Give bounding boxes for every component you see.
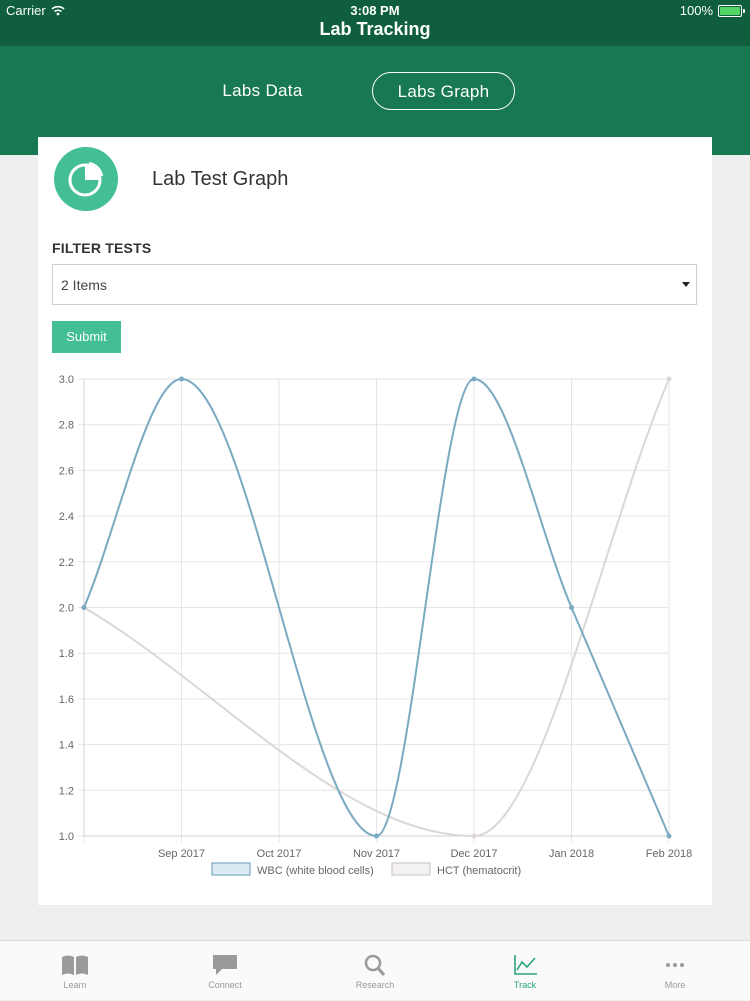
- tab-label: Track: [513, 980, 537, 990]
- tab-label: Connect: [208, 980, 242, 990]
- x-tick-label: Nov 2017: [353, 848, 400, 860]
- tab-research[interactable]: Research: [320, 941, 430, 1001]
- card-title: Lab Test Graph: [152, 168, 289, 190]
- filter-tests-select[interactable]: 2 Items: [52, 264, 697, 305]
- tab-learn[interactable]: Learn: [20, 941, 130, 1001]
- y-tick-label: 2.2: [59, 557, 74, 569]
- tab-label: Learn: [63, 980, 87, 990]
- y-tick-label: 1.4: [59, 740, 74, 752]
- tab-connect[interactable]: Connect: [170, 941, 280, 1001]
- y-tick-label: 2.0: [59, 603, 74, 615]
- legend-label: HCT (hematocrit): [437, 865, 521, 877]
- y-tick-label: 2.8: [59, 420, 74, 432]
- status-time: 3:08 PM: [350, 3, 400, 18]
- y-tick-label: 3.0: [59, 374, 74, 386]
- segment-labs-graph[interactable]: Labs Graph: [372, 72, 515, 110]
- tab-bar: Learn Connect Research Track More: [0, 940, 750, 1000]
- y-tick-label: 1.0: [59, 831, 74, 843]
- segment-labs-data[interactable]: Labs Data: [222, 81, 303, 100]
- y-tick-label: 2.4: [59, 511, 74, 523]
- status-battery: 100%: [679, 3, 745, 18]
- legend-wbc: WBC (white blood cells): [211, 862, 374, 877]
- chat-bubble-icon: [213, 955, 237, 975]
- legend-swatch: [211, 862, 251, 876]
- tab-track[interactable]: Track: [470, 941, 580, 1001]
- battery-icon: [718, 4, 745, 17]
- x-tick-label: Jan 2018: [549, 848, 594, 860]
- wbc-series-point: [471, 376, 477, 382]
- legend-label: WBC (white blood cells): [257, 865, 374, 877]
- more-dots-icon: [666, 963, 684, 967]
- filter-tests-label: FILTER TESTS: [52, 240, 152, 256]
- wbc-series-point: [569, 605, 574, 610]
- caret-down-icon: [682, 282, 690, 287]
- legend-hct: HCT (hematocrit): [391, 862, 521, 877]
- tab-label: Research: [355, 980, 395, 990]
- x-tick-label: Dec 2017: [450, 848, 497, 860]
- lab-graph-card: Lab Test Graph FILTER TESTS 2 Items Subm…: [38, 137, 712, 905]
- tab-more[interactable]: More: [620, 941, 730, 1001]
- y-tick-label: 1.6: [59, 694, 74, 706]
- book-icon: [62, 955, 88, 975]
- segmented-control: Labs Data Labs Graph: [0, 72, 750, 112]
- lab-line-chart: 3.0 2.8 2.6 2.4 2.2 2.0 1.8 1.6 1.4 1.2 1.0 Sep 201…: [59, 374, 693, 877]
- nav-title: Lab Tracking: [319, 19, 431, 39]
- y-tick-label: 1.2: [59, 785, 74, 797]
- y-tick-label: 2.6: [59, 465, 74, 477]
- carrier-label: Carrier: [6, 3, 46, 18]
- battery-percent: 100%: [679, 3, 713, 18]
- x-tick-label: Sep 2017: [158, 848, 205, 860]
- filter-selected-value: 2 Items: [61, 277, 107, 293]
- wbc-series-point: [666, 833, 672, 839]
- status-carrier: Carrier: [6, 3, 65, 18]
- wbc-series-point: [81, 605, 87, 610]
- tab-label: More: [664, 980, 686, 990]
- legend-swatch: [391, 862, 431, 876]
- wbc-series-point: [374, 833, 379, 839]
- status-bar: Carrier 3:08 PM 100% Lab Tracking: [0, 0, 750, 46]
- x-tick-label: Feb 2018: [646, 848, 692, 860]
- x-tick-label: Oct 2017: [257, 848, 302, 860]
- wbc-series-point: [179, 376, 184, 382]
- y-tick-label: 1.8: [59, 648, 74, 660]
- submit-button[interactable]: Submit: [52, 321, 121, 353]
- hct-series-point: [666, 376, 672, 382]
- header: Carrier 3:08 PM 100% Lab Tracking Labs D…: [0, 0, 750, 155]
- search-icon: [364, 954, 386, 976]
- wifi-icon: [51, 5, 65, 16]
- line-chart-icon: [514, 955, 537, 975]
- pie-chart-icon: [54, 147, 118, 211]
- hct-series-point: [471, 833, 477, 839]
